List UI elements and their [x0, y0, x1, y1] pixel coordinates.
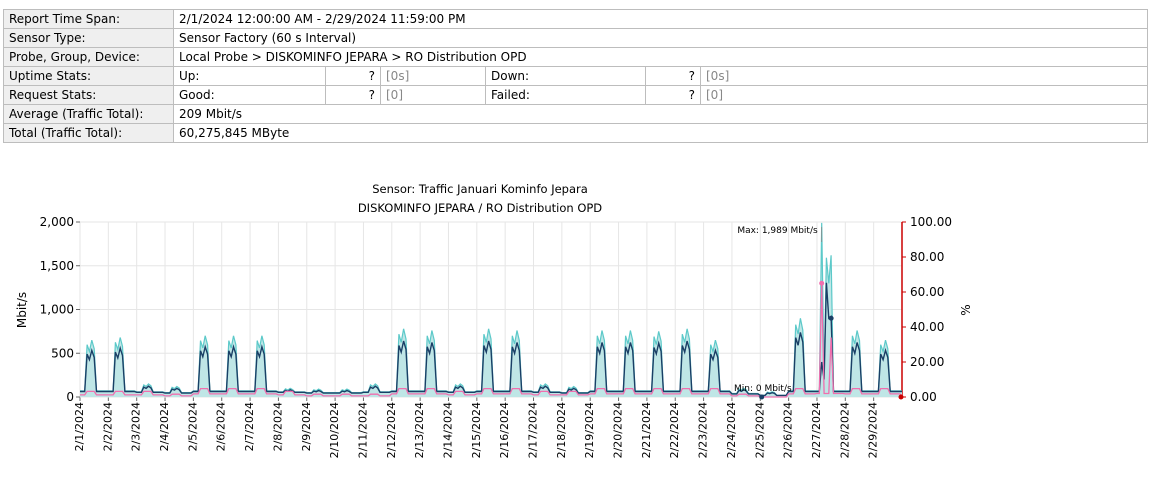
min-annotation: Min: 0 Mbit/s — [734, 384, 792, 394]
down-question: ? — [645, 66, 701, 86]
report-row-total: Total (Traffic Total): 60,275,845 MByte — [3, 123, 1148, 143]
y-tick-label: 2,000 — [40, 215, 74, 229]
percent-end-marker — [898, 394, 904, 400]
row-label: Sensor Type: — [3, 28, 174, 48]
report-row-request: Request Stats: Good: ? [0] Failed: ? [0] — [3, 85, 1148, 105]
x-tick-label: 2/26/2024 — [782, 402, 795, 458]
row-label: Probe, Group, Device: — [3, 47, 174, 67]
x-tick-label: 2/12/2024 — [385, 402, 398, 458]
traffic-avg-line — [80, 282, 902, 397]
good-label: Good: — [173, 85, 326, 105]
y2-axis-title: % — [959, 304, 973, 315]
row-label: Average (Traffic Total): — [3, 104, 174, 124]
x-tick-label: 2/8/2024 — [271, 402, 284, 451]
max-annotation: Max: 1,989 Mbit/s — [737, 226, 818, 236]
y-tick-label: 1,500 — [40, 259, 74, 273]
x-tick-label: 2/5/2024 — [186, 402, 199, 451]
down-label: Down: — [485, 66, 646, 86]
chart-subtitle: DISKOMINFO JEPARA / RO Distribution OPD — [357, 201, 603, 215]
row-label: Report Time Span: — [3, 9, 174, 29]
x-tick-label: 2/14/2024 — [441, 402, 454, 458]
report-row-probe: Probe, Group, Device: Local Probe > DISK… — [3, 47, 1148, 67]
x-tick-label: 2/21/2024 — [640, 402, 653, 458]
percent-max-marker — [819, 280, 825, 286]
x-tick-label: 2/16/2024 — [498, 402, 511, 458]
x-tick-label: 2/22/2024 — [668, 402, 681, 458]
x-tick-label: 2/25/2024 — [753, 402, 766, 458]
row-value: 2/1/2024 12:00:00 AM - 2/29/2024 11:59:0… — [173, 9, 1148, 29]
x-tick-label: 2/17/2024 — [527, 402, 540, 458]
row-value: Local Probe > DISKOMINFO JEPARA > RO Dis… — [173, 47, 1148, 67]
x-tick-label: 2/3/2024 — [130, 402, 143, 451]
report-summary-table: Report Time Span: 2/1/2024 12:00:00 AM -… — [3, 9, 1148, 143]
good-value: [0] — [380, 85, 486, 105]
failed-count: [0] — [706, 88, 723, 102]
up-question: ? — [325, 66, 381, 86]
y2-tick-label: 0.00 — [910, 390, 937, 404]
x-tick-label: 2/20/2024 — [612, 402, 625, 458]
up-duration: [0s] — [386, 69, 410, 83]
x-tick-label: 2/6/2024 — [215, 402, 228, 451]
y2-tick-label: 60.00 — [910, 285, 944, 299]
x-tick-label: 2/24/2024 — [725, 402, 738, 458]
x-tick-label: 2/9/2024 — [300, 402, 313, 451]
y-tick-label: 0 — [66, 390, 74, 404]
x-tick-label: 2/15/2024 — [470, 402, 483, 458]
y-tick-label: 500 — [51, 346, 74, 360]
down-value: [0s] — [700, 66, 1148, 86]
report-row-sensor-type: Sensor Type: Sensor Factory (60 s Interv… — [3, 28, 1148, 48]
good-count: [0] — [386, 88, 403, 102]
percent-line — [80, 283, 903, 398]
x-tick-label: 2/13/2024 — [413, 402, 426, 458]
down-duration: [0s] — [706, 69, 730, 83]
row-value: 209 Mbit/s — [173, 104, 1148, 124]
x-tick-label: 2/28/2024 — [838, 402, 851, 458]
x-tick-label: 2/2/2024 — [101, 402, 114, 451]
row-value: 60,275,845 MByte — [173, 123, 1148, 143]
failed-value: [0] — [700, 85, 1148, 105]
avg-max-marker — [828, 315, 834, 321]
x-tick-label: 2/7/2024 — [243, 402, 256, 451]
y-tick-label: 1,000 — [40, 303, 74, 317]
x-tick-label: 2/27/2024 — [810, 402, 823, 458]
x-tick-label: 2/29/2024 — [867, 402, 880, 458]
min-marker — [759, 394, 765, 400]
x-tick-label: 2/23/2024 — [697, 402, 710, 458]
y2-tick-label: 100.00 — [910, 215, 952, 229]
x-tick-label: 2/4/2024 — [158, 402, 171, 451]
x-tick-label: 2/10/2024 — [328, 402, 341, 458]
report-row-time-span: Report Time Span: 2/1/2024 12:00:00 AM -… — [3, 9, 1148, 29]
y-axis-title: Mbit/s — [15, 292, 29, 328]
y2-tick-label: 40.00 — [910, 320, 944, 334]
up-value: [0s] — [380, 66, 486, 86]
report-row-average: Average (Traffic Total): 209 Mbit/s — [3, 104, 1148, 124]
y2-tick-label: 20.00 — [910, 355, 944, 369]
y2-tick-label: 80.00 — [910, 250, 944, 264]
row-label: Request Stats: — [3, 85, 174, 105]
chart-title: Sensor: Traffic Januari Kominfo Jepara — [372, 182, 588, 196]
x-tick-label: 2/1/2024 — [73, 402, 86, 451]
row-label: Total (Traffic Total): — [3, 123, 174, 143]
x-tick-label: 2/19/2024 — [583, 402, 596, 458]
row-label: Uptime Stats: — [3, 66, 174, 86]
x-tick-label: 2/11/2024 — [356, 402, 369, 458]
x-tick-label: 2/18/2024 — [555, 402, 568, 458]
failed-label: Failed: — [485, 85, 646, 105]
